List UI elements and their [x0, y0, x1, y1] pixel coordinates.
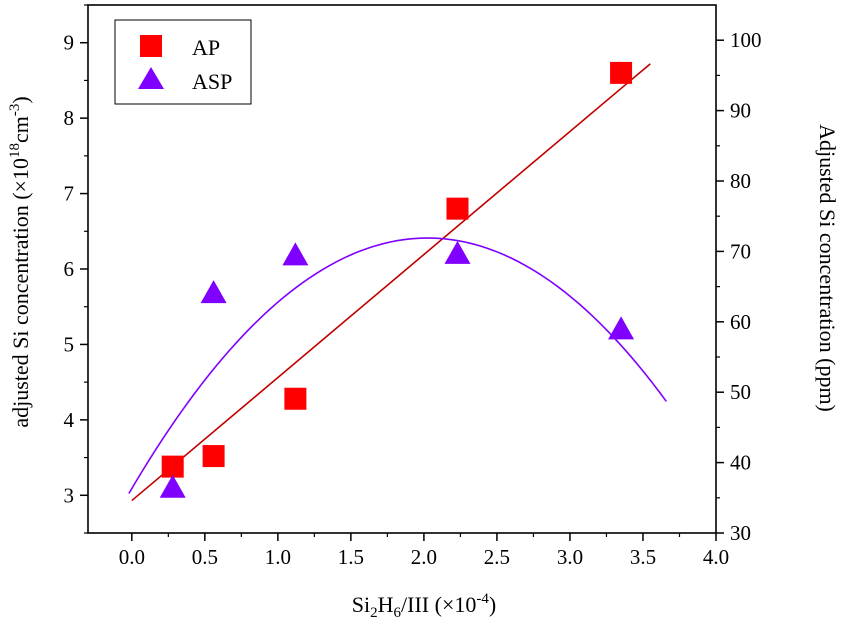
- asp-data-point: [444, 240, 471, 264]
- x-tick-label: 0.5: [192, 545, 218, 569]
- y-right-tick-label: 60: [730, 310, 751, 334]
- y-left-tick-label: 8: [64, 106, 75, 130]
- x-tick-label: 0.0: [119, 545, 145, 569]
- y-axis-right-ticks: 30 40 50 60 70 80 90 100: [716, 28, 762, 545]
- legend-ap-marker: [140, 35, 162, 57]
- x-tick-label: 1.0: [265, 545, 291, 569]
- y-axis-right-title: Adjusted Si concentration (ppm): [815, 124, 840, 412]
- legend: AP ASP: [114, 19, 252, 105]
- x-tick-label: 2.0: [411, 545, 437, 569]
- ap-data-point: [284, 387, 307, 410]
- ap-linear-fit-line: [131, 63, 651, 502]
- y-axis-left-title: adjusted Si concentration (×1018cm-3): [7, 96, 33, 427]
- legend-asp-marker: [138, 67, 164, 89]
- y-right-tick-label: 80: [730, 169, 751, 193]
- ap-data-point: [202, 445, 225, 468]
- y-axis-left-ticks: 3 4 5 6 7 8 9: [64, 4, 88, 534]
- ap-data-point: [446, 197, 469, 220]
- asp-data-point: [159, 474, 186, 498]
- x-axis-ticks: 0.0 0.5 1.0 1.5 2.0 2.5 3.0 3.5 4.0: [119, 533, 729, 569]
- y-right-tick-label: 50: [730, 380, 751, 404]
- legend-box: [114, 19, 252, 105]
- x-tick-label: 1.5: [338, 545, 364, 569]
- y-left-tick-label: 7: [64, 182, 75, 206]
- y-right-tick-label: 30: [730, 521, 751, 545]
- y-right-tick-label: 90: [730, 99, 751, 123]
- y-right-tick-label: 40: [730, 451, 751, 475]
- data-points: [159, 61, 635, 498]
- ap-data-point: [161, 455, 184, 478]
- x-tick-label: 3.5: [630, 545, 656, 569]
- asp-data-point: [608, 316, 635, 340]
- y-left-tick-label: 3: [64, 483, 75, 507]
- y-left-tick-label: 9: [64, 31, 75, 55]
- x-tick-label: 4.0: [703, 545, 729, 569]
- asp-data-point: [200, 280, 227, 304]
- x-tick-label: 2.5: [484, 545, 510, 569]
- y-right-tick-label: 100: [730, 28, 762, 52]
- legend-ap-label: AP: [192, 35, 220, 60]
- x-tick-label: 3.0: [557, 545, 583, 569]
- legend-asp-label: ASP: [192, 69, 232, 94]
- y-left-tick-label: 4: [64, 408, 75, 432]
- fit-lines: [128, 63, 667, 502]
- y-left-tick-label: 6: [64, 257, 75, 281]
- ap-data-point: [610, 61, 633, 84]
- x-axis-title: Si2H6/III (×10-4): [352, 591, 496, 621]
- y-right-tick-label: 70: [730, 239, 751, 263]
- asp-quadratic-fit-curve: [128, 237, 667, 494]
- asp-data-point: [282, 242, 309, 266]
- y-left-tick-label: 5: [64, 332, 75, 356]
